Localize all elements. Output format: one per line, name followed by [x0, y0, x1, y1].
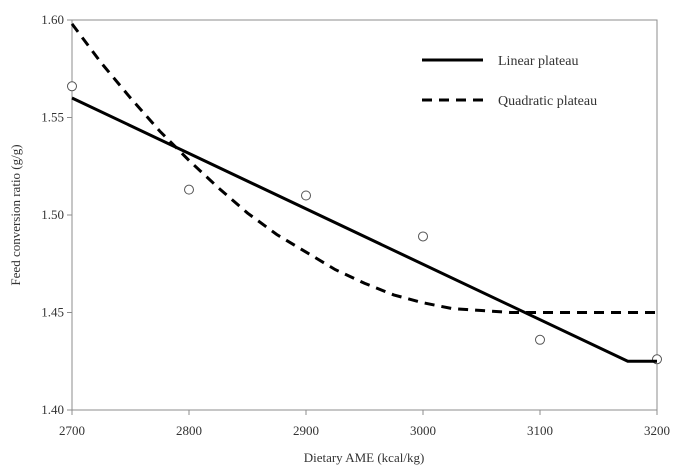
- x-tick-label: 2900: [293, 423, 319, 438]
- y-tick-label: 1.60: [41, 12, 64, 27]
- observed-point: [418, 231, 428, 242]
- legend: Linear plateau Quadratic plateau: [422, 54, 597, 109]
- x-tick-label: 3000: [410, 423, 436, 438]
- legend-label-quadratic: Quadratic plateau: [498, 94, 597, 109]
- y-tick-label: 1.50: [41, 207, 64, 222]
- observed-point: [184, 184, 194, 195]
- x-tick-label: 2800: [176, 423, 202, 438]
- x-tick-label: 3200: [644, 423, 670, 438]
- y-axis-label: Feed conversion ratio (g/g): [8, 144, 23, 285]
- observed-point: [535, 334, 545, 345]
- quadratic-plateau-line: [70, 22, 657, 314]
- plot-area: [71, 19, 658, 411]
- observed-point: [301, 190, 311, 201]
- linear-plateau-line: [71, 96, 657, 363]
- observed-points: [67, 81, 662, 365]
- y-tick-label: 1.55: [41, 110, 64, 125]
- y-axis: 1.40 1.45 1.50 1.55 1.60: [41, 12, 72, 417]
- plot-frame: [71, 19, 658, 411]
- legend-label-linear: Linear plateau: [498, 54, 578, 69]
- x-axis: 2700 2800 2900 3000 3100 3200: [59, 410, 670, 438]
- x-axis-label: Dietary AME (kcal/kg): [304, 450, 425, 465]
- observed-point: [67, 81, 77, 92]
- x-tick-label: 2700: [59, 423, 85, 438]
- y-tick-label: 1.45: [41, 305, 64, 320]
- y-tick-label: 1.40: [41, 402, 64, 417]
- x-tick-label: 3100: [527, 423, 553, 438]
- series-lines: [70, 22, 657, 363]
